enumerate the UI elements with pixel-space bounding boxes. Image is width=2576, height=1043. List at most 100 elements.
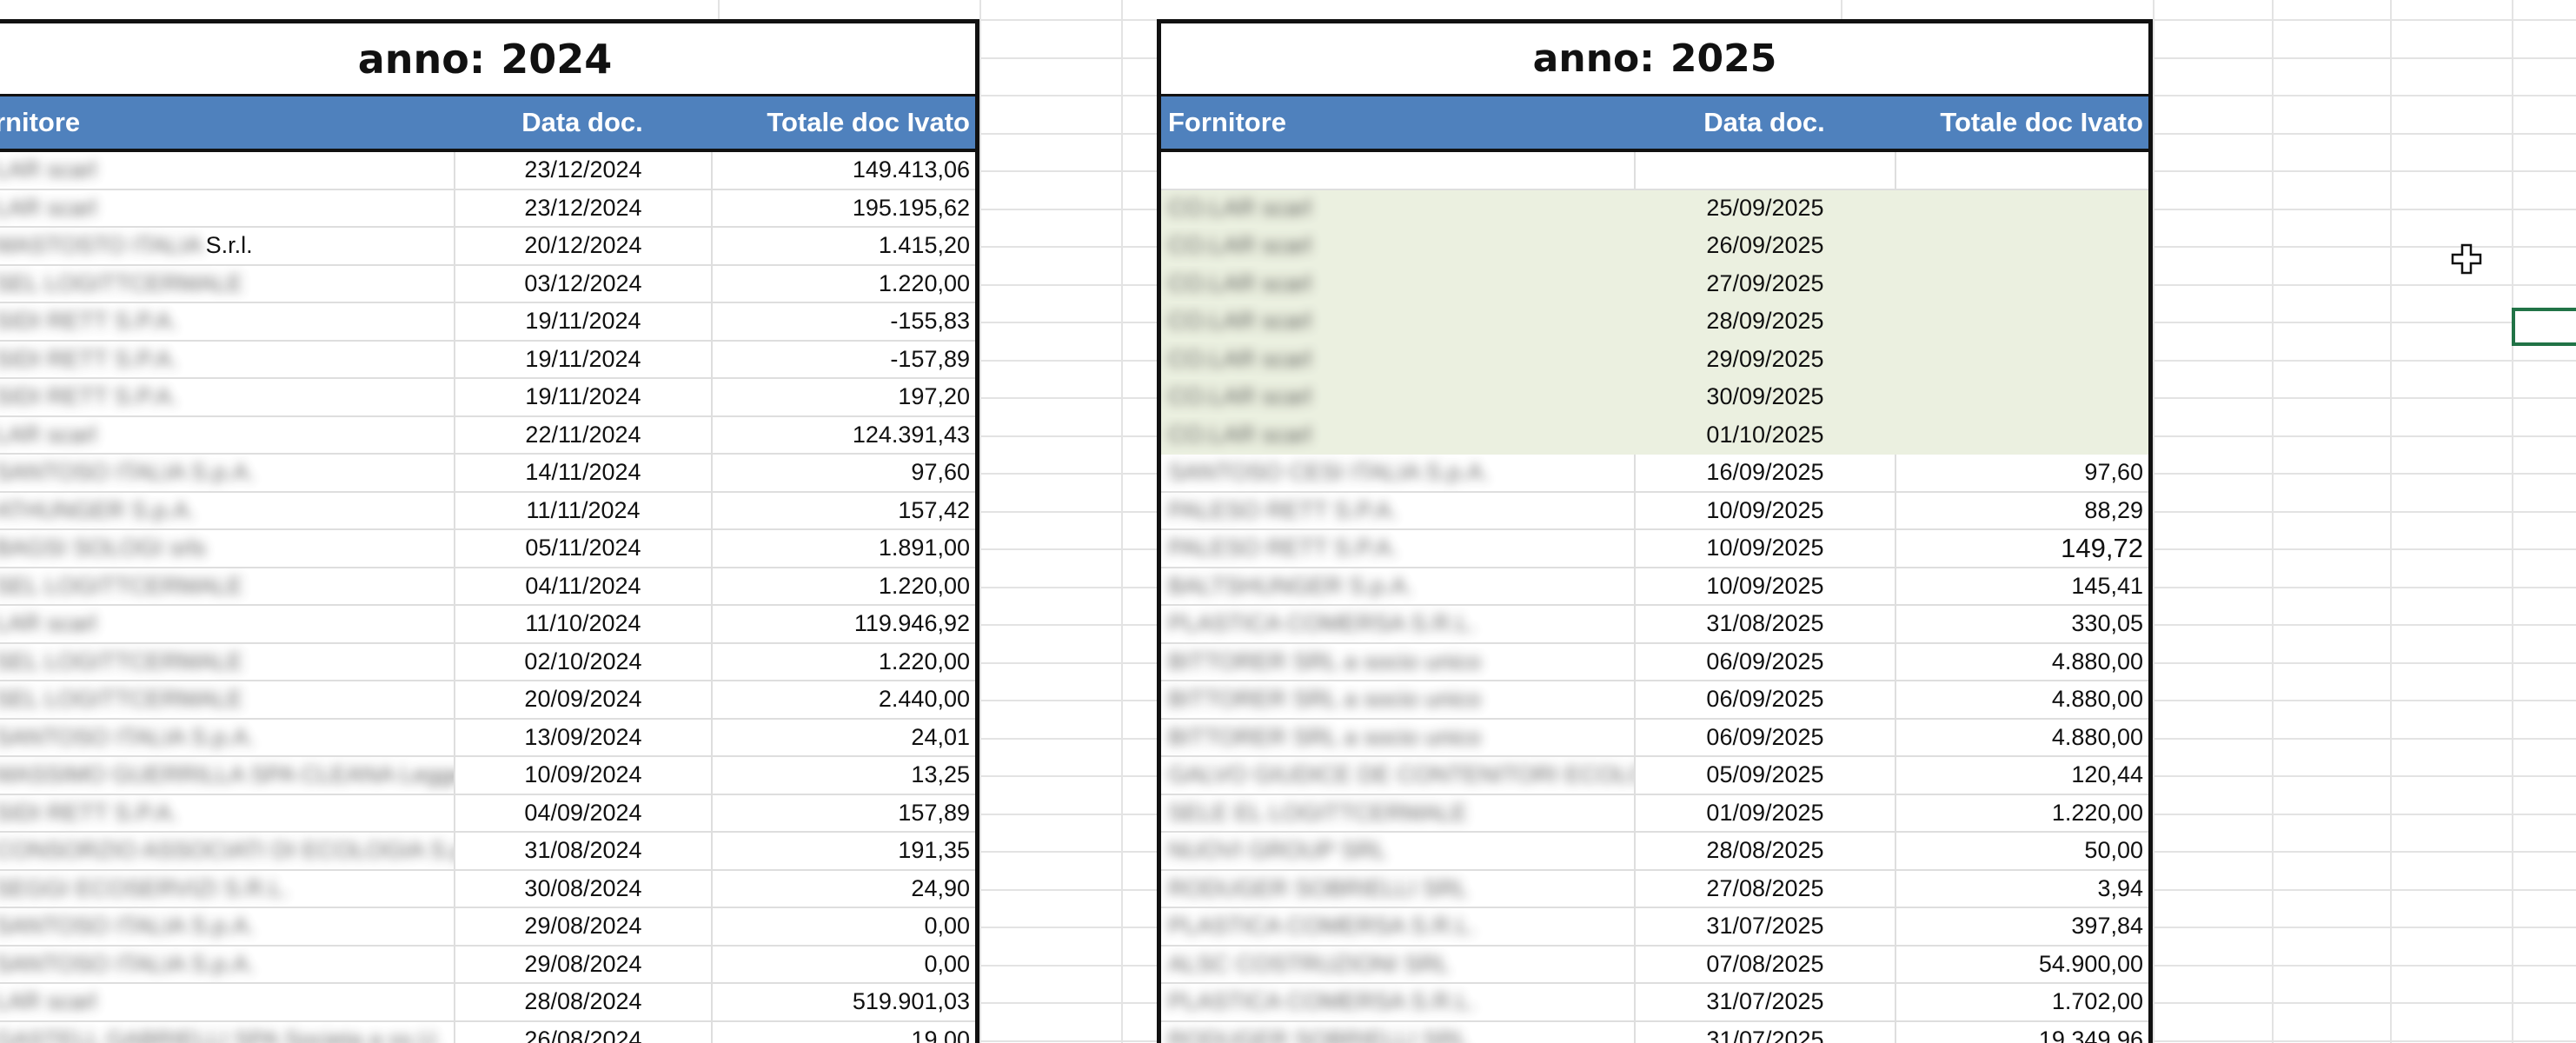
cell-supplier[interactable]: LAR scarl (0, 152, 454, 189)
cell-supplier[interactable]: SIDI RETT S.P.A. (0, 303, 454, 340)
cell-supplier[interactable]: SANTOSO ITALIA S.p.A. (0, 455, 454, 491)
cell-supplier[interactable]: CO.LAR scarl (1161, 417, 1634, 454)
cell-supplier[interactable]: BITTORER SRL a socio unico (1161, 720, 1634, 756)
cell-date[interactable]: 06/09/2025 (1634, 681, 1895, 718)
cell-supplier[interactable]: PALESO RETT S.P.A. (1161, 493, 1634, 529)
cell-supplier[interactable]: PALESO RETT S.P.A. (1161, 530, 1634, 567)
cell-supplier[interactable]: PLASTICA COMERSA S.R.L. (1161, 908, 1634, 945)
cell-date[interactable]: 31/07/2025 (1634, 908, 1895, 945)
cell-supplier[interactable]: BITTORER SRL a socio unico (1161, 644, 1634, 681)
cell-date[interactable]: 29/09/2025 (1634, 341, 1895, 377)
table-row[interactable]: BAGSI SOLOGI srls 05/11/2024 1.891,00 (0, 530, 975, 568)
cell-supplier[interactable]: LAR scarl (0, 984, 454, 1020)
table-row[interactable]: BITTORER SRL a socio unico 06/09/2025 4.88… (1161, 643, 2148, 681)
cell-supplier[interactable]: PLASTICA COMERSA S.R.L. (1161, 984, 1634, 1020)
cell-supplier[interactable]: RODUGER SOBRIELLI SRL (1161, 1022, 1634, 1043)
cell-total[interactable]: 197,20 (711, 379, 975, 415)
cell-date[interactable]: 23/12/2024 (454, 152, 711, 189)
cell-total[interactable] (1895, 228, 2148, 264)
cell-total[interactable]: 157,42 (711, 492, 975, 528)
table-row[interactable]: CO.LAR scarl 29/09/2025 (1161, 341, 2148, 379)
cell-supplier[interactable]: SEL LOGITTCERMALE (0, 266, 454, 302)
cell-total[interactable]: -157,89 (711, 341, 975, 377)
table-row[interactable]: MASSIMO GUERRILLA SPA CLEANA Leggettia 10… (0, 757, 975, 795)
cell-supplier[interactable]: NUOVI GROUP SRL (1161, 833, 1634, 869)
cell-date[interactable]: 27/08/2025 (1634, 870, 1895, 907)
cell-total[interactable] (1895, 303, 2148, 340)
cell-date[interactable]: 02/10/2024 (454, 643, 711, 680)
cell-date[interactable]: 05/11/2024 (454, 530, 711, 567)
cell-total[interactable] (1895, 265, 2148, 302)
cell-date[interactable]: 05/09/2025 (1634, 757, 1895, 794)
cell-supplier[interactable]: SIDI RETT S.P.A. (0, 795, 454, 832)
cell-supplier[interactable]: LAR scarl (0, 190, 454, 227)
table-row[interactable]: BITTORER SRL a socio unico 06/09/2025 4.88… (1161, 681, 2148, 720)
table-row[interactable]: ATHUNGER S.p.A. 11/11/2024 157,42 (0, 492, 975, 530)
cell-date[interactable]: 31/08/2025 (1634, 606, 1895, 642)
table-row[interactable]: NUOVI GROUP SRL 28/08/2025 50,00 (1161, 833, 2148, 871)
cell-date[interactable]: 28/08/2024 (454, 984, 711, 1020)
cell-total[interactable]: -155,83 (711, 303, 975, 340)
table-row[interactable]: SEL LOGITTCERMALE 20/09/2024 2.440,00 (0, 681, 975, 720)
cell-date[interactable]: 25/09/2025 (1634, 189, 1895, 226)
cell-total[interactable]: 0,00 (711, 946, 975, 982)
table-row[interactable]: SEGGI ECOSERVIZI S.R.L. 30/08/2024 24,90 (0, 870, 975, 908)
header-total[interactable]: Totale doc Ivato (767, 107, 970, 137)
cell-date[interactable]: 26/08/2024 (454, 1021, 711, 1043)
cell-supplier[interactable]: BITTORER SRL a socio unico (1161, 681, 1634, 718)
header-supplier[interactable]: Fornitore (1168, 107, 1287, 137)
cell-supplier[interactable]: MASTOSTO ITALIA S.r.l. (0, 228, 454, 264)
cell-supplier[interactable]: SEL LOGITTCERMALE (0, 681, 454, 718)
header-total[interactable]: Totale doc Ivato (1940, 107, 2143, 137)
table-row[interactable]: LAR scarl 11/10/2024 119.946,92 (0, 606, 975, 644)
cell-supplier[interactable]: SANTOSO ITALIA S.p.A. (0, 908, 454, 945)
cell-date[interactable]: 29/08/2024 (454, 946, 711, 982)
cell-total[interactable]: 19.349,96 (1895, 1021, 2148, 1043)
header-supplier[interactable]: rnitore (0, 107, 81, 137)
cell-supplier[interactable]: CO.LAR scarl (1161, 303, 1634, 340)
cell-supplier[interactable]: SEL LOGITTCERMALE (0, 568, 454, 605)
cell-supplier[interactable]: CO.LAR scarl (1161, 266, 1634, 302)
cell-date[interactable] (1634, 152, 1895, 189)
cell-date[interactable]: 04/09/2024 (454, 794, 711, 831)
table-row[interactable]: CO.LAR scarl 26/09/2025 (1161, 228, 2148, 266)
cell-date[interactable]: 19/11/2024 (454, 303, 711, 340)
cell-supplier[interactable]: LAR scarl (0, 606, 454, 642)
cell-supplier[interactable]: LAR scarl (0, 417, 454, 454)
cell-date[interactable]: 01/10/2025 (1634, 416, 1895, 453)
cell-total[interactable]: 4.880,00 (1895, 681, 2148, 718)
cell-date[interactable]: 13/09/2024 (454, 719, 711, 755)
table-row[interactable]: MASTOSTO ITALIA S.r.l. 20/12/2024 1.415,20 (0, 228, 975, 266)
cell-supplier[interactable]: SELE EL LOGITTCERMALE (1161, 795, 1634, 832)
cell-supplier[interactable]: PLASTICA COMERSA S.R.L. (1161, 606, 1634, 642)
cell-total[interactable]: 195.195,62 (711, 189, 975, 226)
cell-supplier[interactable]: CO.LAR scarl (1161, 190, 1634, 227)
table-row[interactable]: CONSORZIO ASSOCIATI DI ECOLOGIA S.p.A. 31… (0, 833, 975, 871)
cell-total[interactable]: 24,90 (711, 870, 975, 907)
cell-total[interactable]: 149.413,06 (711, 152, 975, 189)
cell-total[interactable]: 1.220,00 (711, 643, 975, 680)
cell-date[interactable]: 31/07/2025 (1634, 984, 1895, 1020)
cell-supplier[interactable]: SIDI RETT S.P.A. (0, 379, 454, 415)
table-row[interactable]: SIDI RETT S.P.A. 19/11/2024 197,20 (0, 379, 975, 417)
table-row[interactable]: CO.LAR scarl 30/09/2025 (1161, 379, 2148, 417)
cell-supplier[interactable]: SEL LOGITTCERMALE (0, 644, 454, 681)
table-row[interactable]: LAR scarl 23/12/2024 149.413,06 (0, 152, 975, 190)
cell-date[interactable]: 29/08/2024 (454, 908, 711, 945)
table-row[interactable] (1161, 152, 2148, 190)
table-row[interactable]: RODUGER SOBRIELLI SRL 31/07/2025 19.349,96 (1161, 1021, 2148, 1043)
cell-supplier[interactable]: BALTSHUNGER S.p.A. (1161, 568, 1634, 605)
cell-total[interactable]: 1.220,00 (711, 568, 975, 604)
cell-total[interactable]: 3,94 (1895, 870, 2148, 907)
cell-supplier[interactable]: SANTOSO ITALIA S.p.A. (0, 720, 454, 756)
cell-supplier[interactable]: SANTOSO CESI ITALIA S.p.A. (1161, 455, 1634, 491)
table-row[interactable]: SEL LOGITTCERMALE 03/12/2024 1.220,00 (0, 265, 975, 303)
cell-supplier[interactable]: CONSORZIO ASSOCIATI DI ECOLOGIA S.p.A. (0, 833, 454, 869)
cell-date[interactable]: 28/09/2025 (1634, 303, 1895, 340)
cell-supplier[interactable]: GASTELL GABRIELLI SPA Societa a ss.U. (0, 1022, 454, 1043)
table-row[interactable]: BALTSHUNGER S.p.A. 10/09/2025 145,41 (1161, 568, 2148, 606)
cell-total[interactable]: 120,44 (1895, 757, 2148, 794)
cell-total[interactable] (1895, 379, 2148, 415)
cell-total[interactable]: 191,35 (711, 833, 975, 869)
table-row[interactable]: PLASTICA COMERSA S.R.L. 31/08/2025 330,05 (1161, 606, 2148, 644)
